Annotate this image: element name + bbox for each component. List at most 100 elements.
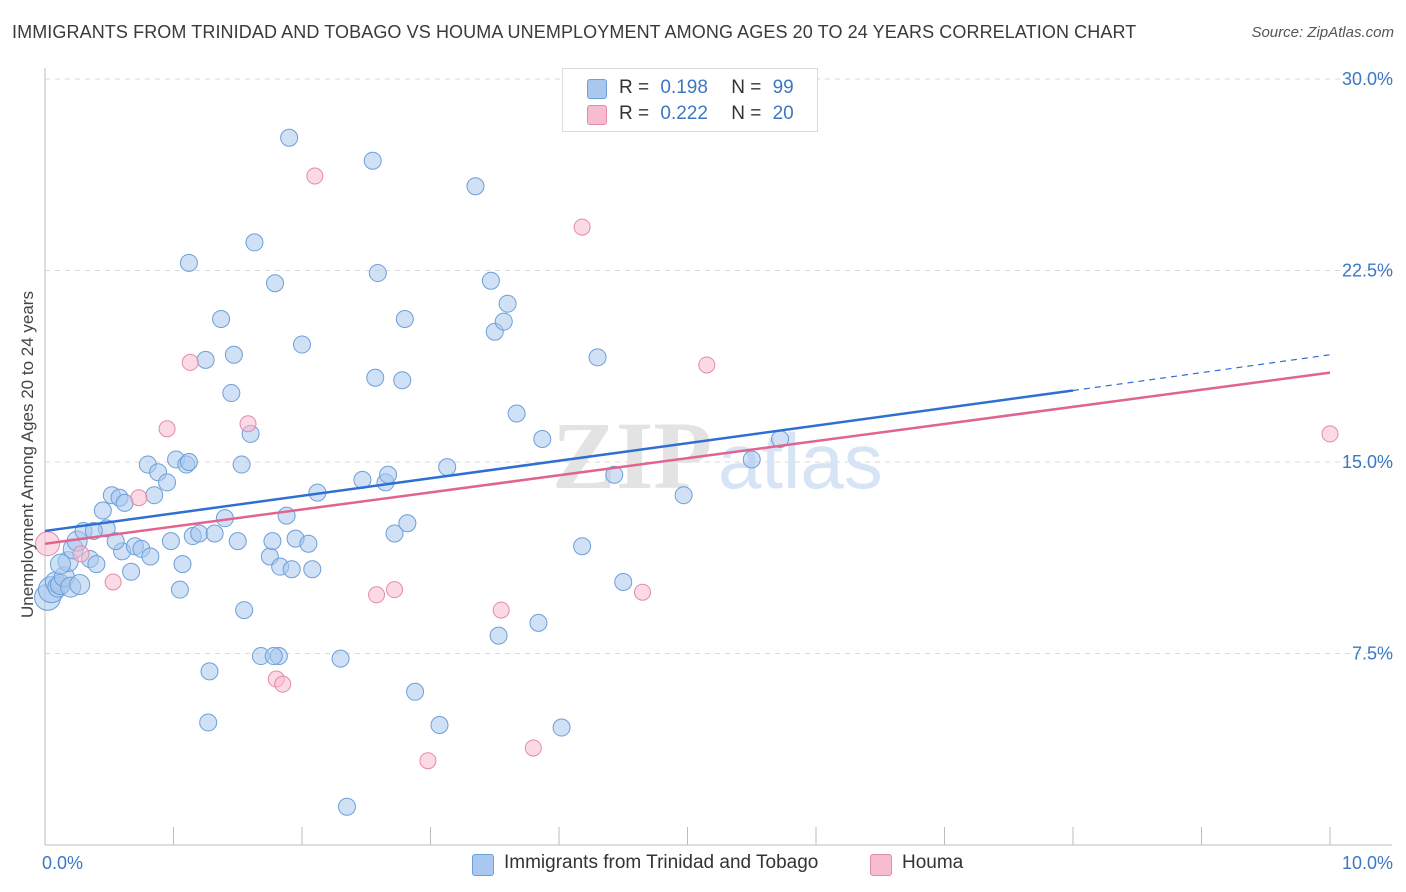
bottom-legend-swatch-blue xyxy=(472,854,494,876)
legend-r-value: 0.222 xyxy=(660,103,708,124)
data-point-trinidad xyxy=(170,580,189,599)
data-point-trinidad xyxy=(161,532,180,551)
data-point-trinidad xyxy=(363,151,382,170)
legend-swatch-pink xyxy=(587,105,607,125)
y-tick-label: 22.5% xyxy=(1342,261,1393,281)
data-point-trinidad xyxy=(228,532,247,551)
data-point-trinidad xyxy=(84,521,103,540)
data-point-trinidad xyxy=(299,534,318,553)
data-point-houma xyxy=(104,573,122,591)
data-point-houma xyxy=(239,415,257,433)
data-point-trinidad xyxy=(93,501,112,520)
data-point-trinidad xyxy=(303,560,322,579)
data-point-trinidad xyxy=(87,555,106,574)
x-tick-label: 10.0% xyxy=(1342,853,1393,873)
data-point-trinidad xyxy=(212,310,231,329)
data-point-houma xyxy=(492,601,510,619)
data-point-trinidad xyxy=(674,486,693,505)
data-point-trinidad xyxy=(232,455,251,474)
data-point-trinidad xyxy=(368,264,387,283)
data-point-trinidad xyxy=(224,345,243,364)
data-point-trinidad xyxy=(605,465,624,484)
data-point-trinidad xyxy=(179,453,198,471)
data-point-trinidad xyxy=(145,486,164,505)
data-point-trinidad xyxy=(69,574,91,596)
data-point-trinidad xyxy=(614,573,633,592)
data-point-trinidad xyxy=(406,682,425,701)
trend-lines xyxy=(44,354,1331,545)
data-point-trinidad xyxy=(331,649,350,668)
legend-r-value: 0.198 xyxy=(660,77,708,98)
data-point-trinidad xyxy=(106,532,125,551)
data-point-houma xyxy=(1321,425,1339,443)
data-point-trinidad xyxy=(393,371,412,390)
data-point-trinidad xyxy=(366,368,385,387)
legend-n-value: 99 xyxy=(772,77,794,98)
data-point-trinidad xyxy=(235,601,254,620)
correlation-legend: R = 0.198 N = 99 R = 0.222 N = 20 xyxy=(562,68,818,132)
legend-r-label: R = xyxy=(619,103,650,124)
data-point-trinidad xyxy=(196,350,215,369)
data-point-houma xyxy=(524,739,542,757)
legend-swatch-blue xyxy=(587,79,607,99)
series-trinidad-points xyxy=(34,128,790,816)
source-label: Source: ZipAtlas.com xyxy=(1251,24,1394,41)
y-tick-label: 15.0% xyxy=(1342,452,1393,472)
data-point-trinidad xyxy=(742,450,761,469)
y-tick-label: 30.0% xyxy=(1342,69,1393,89)
y-axis-label: Unemployment Among Ages 20 to 24 years xyxy=(18,291,37,619)
grid-lines xyxy=(45,78,1392,654)
data-point-houma xyxy=(419,752,437,770)
data-point-trinidad xyxy=(438,458,457,477)
watermark-atlas: atlas xyxy=(718,417,883,505)
data-point-trinidad xyxy=(507,404,526,423)
data-point-houma xyxy=(386,581,404,599)
data-point-trinidad xyxy=(264,647,283,666)
chart-title: IMMIGRANTS FROM TRINIDAD AND TOBAGO VS H… xyxy=(12,22,1137,42)
data-point-trinidad xyxy=(200,662,219,681)
data-point-trinidad xyxy=(280,128,299,147)
tick-labels: 7.5% 15.0% 22.5% 30.0% 0.0% 10.0% xyxy=(42,69,1393,873)
data-point-trinidad xyxy=(179,253,198,272)
trend-line-trinidad-extension xyxy=(1072,354,1331,392)
data-point-houma xyxy=(306,167,324,185)
data-point-trinidad xyxy=(379,465,398,484)
data-point-houma xyxy=(72,545,90,563)
data-point-trinidad xyxy=(573,537,592,556)
data-point-trinidad xyxy=(430,715,449,734)
bottom-legend-label: Immigrants from Trinidad and Tobago xyxy=(504,852,819,873)
data-point-trinidad xyxy=(489,626,508,645)
axes xyxy=(44,68,1392,846)
data-point-trinidad xyxy=(293,335,311,354)
data-point-houma xyxy=(698,356,716,374)
data-point-houma xyxy=(274,675,292,693)
legend-n-label: N = xyxy=(731,103,762,124)
data-point-houma xyxy=(130,489,148,507)
data-point-trinidad xyxy=(337,797,356,816)
legend-r-label: R = xyxy=(619,77,650,98)
data-point-trinidad xyxy=(266,274,285,293)
data-point-trinidad xyxy=(533,430,552,449)
data-point-trinidad xyxy=(158,473,177,492)
bottom-legend-label: Houma xyxy=(902,852,964,873)
data-point-trinidad xyxy=(395,310,414,329)
data-point-trinidad xyxy=(173,555,192,574)
data-point-trinidad xyxy=(199,713,218,732)
data-point-trinidad xyxy=(282,560,301,579)
data-point-trinidad xyxy=(222,384,241,403)
legend-n-value: 20 xyxy=(772,103,794,124)
data-point-trinidad xyxy=(588,348,607,367)
data-point-trinidad xyxy=(466,177,485,196)
data-point-trinidad xyxy=(205,524,224,543)
data-point-trinidad xyxy=(122,562,141,581)
data-point-trinidad xyxy=(529,613,548,632)
data-point-houma xyxy=(634,583,652,601)
data-point-houma xyxy=(158,420,176,438)
data-point-trinidad xyxy=(385,524,404,543)
data-point-trinidad xyxy=(49,553,71,575)
data-point-trinidad xyxy=(245,233,264,252)
data-point-trinidad xyxy=(552,718,571,737)
trend-line-trinidad xyxy=(44,389,1074,533)
data-point-houma xyxy=(368,586,386,604)
